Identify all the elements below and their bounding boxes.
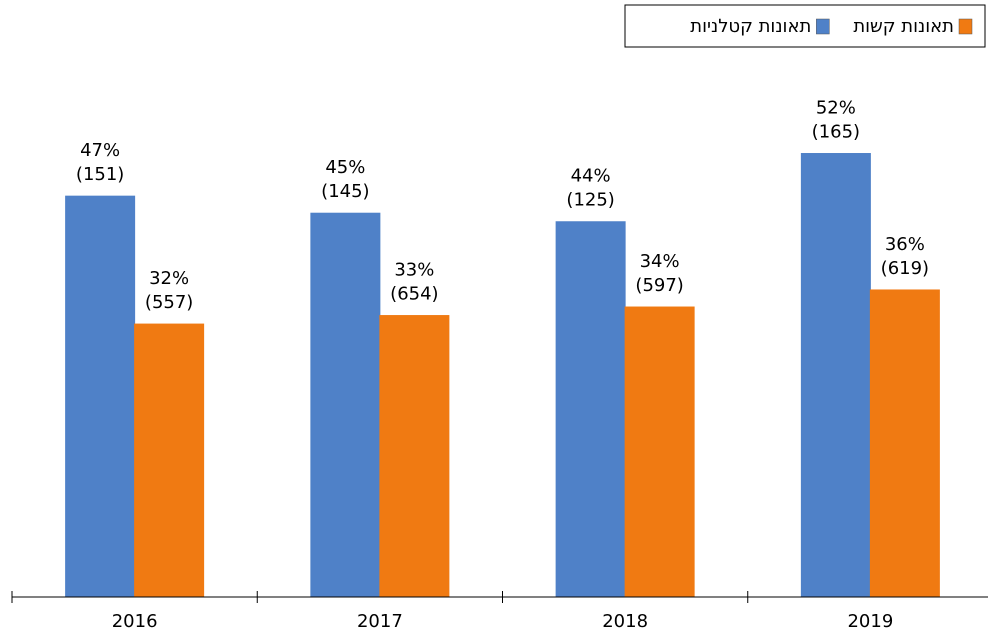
bar (624, 306, 695, 598)
value-label: 44% (571, 166, 611, 187)
bar (310, 212, 381, 598)
value-label: 52% (816, 98, 856, 119)
value-label: (151) (76, 164, 124, 185)
legend-marker (958, 18, 973, 35)
bar (555, 221, 626, 598)
x-tick-label: 2017 (357, 611, 403, 632)
value-label: (165) (812, 122, 860, 143)
value-label: (557) (145, 292, 193, 313)
value-label: 45% (325, 157, 365, 178)
bar (869, 289, 940, 598)
legend-box (624, 4, 986, 48)
value-label: 34% (640, 251, 680, 272)
bar (134, 323, 205, 598)
value-label: 47% (80, 140, 120, 161)
value-label: (125) (566, 190, 614, 211)
legend-marker (816, 18, 830, 35)
x-tick-label: 2016 (112, 611, 158, 632)
value-label: (619) (881, 258, 929, 279)
value-label: 32% (149, 268, 189, 289)
value-label: (145) (321, 181, 369, 202)
legend-label: תאונות קטלניות (690, 16, 811, 37)
value-label: 33% (394, 260, 434, 281)
bar (65, 195, 136, 598)
value-label: (654) (390, 284, 438, 305)
bar (379, 315, 450, 598)
x-tick-label: 2018 (602, 611, 648, 632)
value-label: (597) (635, 275, 683, 296)
legend-label: תאונות קשות (853, 16, 954, 37)
x-tick-label: 2019 (847, 611, 893, 632)
value-label: 36% (885, 234, 925, 255)
bar (800, 153, 871, 598)
